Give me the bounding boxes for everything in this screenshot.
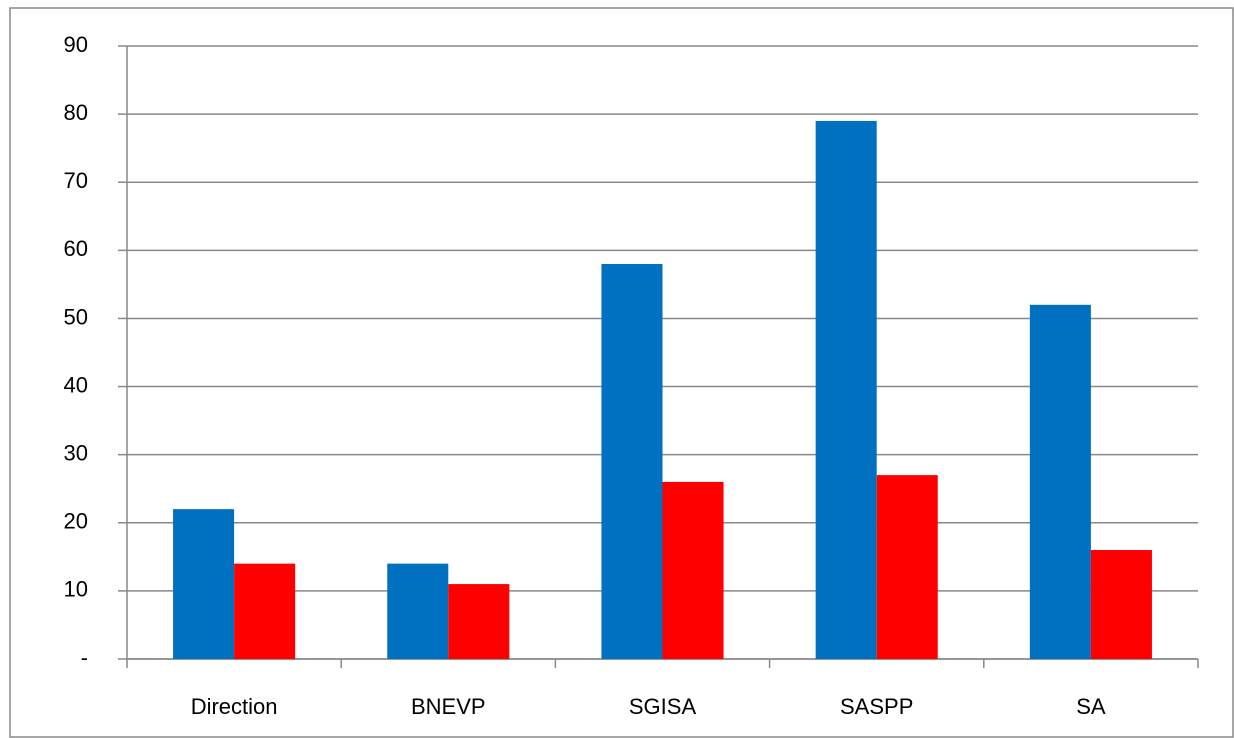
bar xyxy=(173,509,235,659)
y-tick-label: - xyxy=(81,645,88,670)
bar xyxy=(448,584,510,659)
y-tick-label: 40 xyxy=(64,372,88,397)
bar xyxy=(1090,550,1152,659)
bar xyxy=(1029,304,1091,659)
y-tick-label: 10 xyxy=(64,577,88,602)
bar xyxy=(234,563,296,659)
x-tick-label: SGISA xyxy=(629,694,697,719)
bar xyxy=(876,475,938,659)
y-tick-label: 50 xyxy=(64,304,88,329)
y-tick-label: 80 xyxy=(64,100,88,125)
bar xyxy=(815,120,877,659)
y-tick-label: 90 xyxy=(64,32,88,57)
x-tick-label: BNEVP xyxy=(411,694,486,719)
bar xyxy=(601,263,663,659)
x-tick-label: Direction xyxy=(191,694,278,719)
x-tick-label: SA xyxy=(1076,694,1106,719)
bar xyxy=(387,563,449,659)
y-tick-label: 30 xyxy=(64,440,88,465)
bar xyxy=(662,481,724,659)
y-tick-label: 20 xyxy=(64,509,88,534)
y-tick-label: 60 xyxy=(64,236,88,261)
y-tick-label: 70 xyxy=(64,168,88,193)
x-tick-label: SASPP xyxy=(840,694,913,719)
